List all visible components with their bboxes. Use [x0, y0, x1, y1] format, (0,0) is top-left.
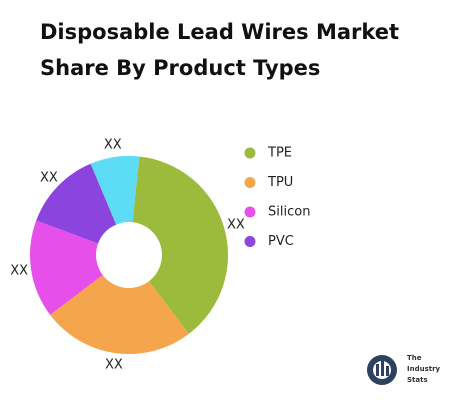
legend-label: TPU: [267, 175, 293, 190]
slice: [90, 155, 140, 225]
chart-title: Disposable Lead Wires Market Share By Pr…: [40, 20, 400, 80]
data-label: XX: [227, 218, 245, 233]
slice: [132, 156, 229, 334]
legend-marker: [244, 147, 256, 159]
slice: [50, 274, 189, 355]
data-label: XX: [40, 171, 58, 186]
legend-label: TPE: [267, 146, 292, 161]
legend-marker: [244, 206, 256, 218]
legend-marker: [244, 177, 256, 188]
logo-icon: [367, 355, 397, 385]
slice: [30, 220, 103, 315]
brand-text: Industry: [407, 365, 441, 373]
brand-text: Stats: [407, 376, 428, 384]
legend-label: Silicon: [268, 205, 310, 220]
slice: [36, 163, 117, 244]
data-label: XX: [104, 138, 122, 153]
data-label: XX: [105, 357, 123, 372]
brand-text: The: [407, 354, 422, 362]
legend-label: PVC: [268, 234, 294, 249]
legend-marker: [244, 236, 256, 247]
data-label: XX: [10, 264, 28, 279]
